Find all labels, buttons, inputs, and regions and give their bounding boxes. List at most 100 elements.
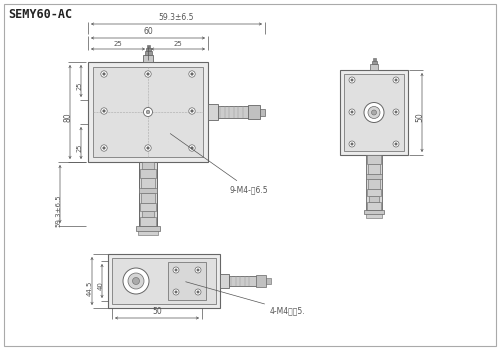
Circle shape <box>102 110 106 112</box>
Circle shape <box>364 103 384 122</box>
Bar <box>366 155 382 210</box>
Bar <box>168 262 206 300</box>
Bar <box>368 179 380 189</box>
Text: 50: 50 <box>416 112 424 122</box>
Bar <box>368 164 380 174</box>
Bar <box>220 274 229 288</box>
Circle shape <box>145 71 151 77</box>
Bar <box>367 189 381 196</box>
Bar <box>372 61 376 64</box>
Bar <box>146 48 150 51</box>
Bar <box>140 169 156 178</box>
Circle shape <box>351 79 353 81</box>
Circle shape <box>372 110 376 115</box>
Bar <box>108 254 220 308</box>
Circle shape <box>349 77 355 83</box>
Bar <box>140 203 156 211</box>
Circle shape <box>175 291 177 293</box>
Circle shape <box>102 147 106 149</box>
Bar <box>146 44 150 48</box>
Bar <box>112 258 216 304</box>
Circle shape <box>395 111 397 113</box>
Bar <box>93 67 203 157</box>
Text: 60: 60 <box>143 27 153 36</box>
Bar <box>141 178 155 188</box>
Circle shape <box>351 143 353 145</box>
Circle shape <box>123 268 149 294</box>
Circle shape <box>190 147 194 149</box>
Circle shape <box>173 289 179 295</box>
Circle shape <box>144 107 152 117</box>
Bar <box>260 108 265 116</box>
Bar <box>218 106 250 118</box>
Circle shape <box>102 73 106 75</box>
Circle shape <box>190 73 194 75</box>
Text: 80: 80 <box>64 112 72 122</box>
Circle shape <box>175 269 177 271</box>
Circle shape <box>101 145 107 151</box>
Circle shape <box>189 108 195 114</box>
Circle shape <box>197 269 199 271</box>
Circle shape <box>349 109 355 115</box>
Bar <box>340 70 408 155</box>
Bar <box>366 174 382 179</box>
Bar <box>138 231 158 235</box>
Circle shape <box>393 141 399 147</box>
Circle shape <box>101 108 107 114</box>
Text: 40: 40 <box>98 281 103 290</box>
Circle shape <box>173 267 179 273</box>
Circle shape <box>195 289 201 295</box>
Circle shape <box>146 147 150 149</box>
Text: 59.3±6.5: 59.3±6.5 <box>55 194 61 227</box>
Bar <box>143 55 153 62</box>
Circle shape <box>146 73 150 75</box>
Bar <box>366 214 382 218</box>
Circle shape <box>189 145 195 151</box>
Bar <box>229 276 257 286</box>
Bar <box>142 211 154 217</box>
Circle shape <box>393 109 399 115</box>
Bar <box>208 104 218 120</box>
Text: 44.5: 44.5 <box>87 281 93 296</box>
Bar <box>256 275 266 287</box>
Circle shape <box>128 273 144 289</box>
Text: 50: 50 <box>152 307 162 316</box>
Bar <box>364 210 384 214</box>
Text: 4-M4深回5.: 4-M4深回5. <box>186 282 306 315</box>
Text: 25: 25 <box>76 143 82 152</box>
Circle shape <box>368 106 380 119</box>
Circle shape <box>146 110 150 112</box>
Circle shape <box>146 110 150 114</box>
Circle shape <box>101 71 107 77</box>
Bar <box>344 74 404 151</box>
Circle shape <box>395 79 397 81</box>
Bar <box>144 51 152 55</box>
Bar <box>136 226 160 231</box>
Circle shape <box>195 267 201 273</box>
Text: 25: 25 <box>76 81 82 90</box>
Bar <box>369 196 379 202</box>
Circle shape <box>145 108 151 114</box>
Bar <box>140 217 156 226</box>
Circle shape <box>351 111 353 113</box>
Bar <box>142 162 154 169</box>
Bar <box>88 62 208 162</box>
Bar <box>139 162 157 226</box>
Circle shape <box>145 145 151 151</box>
Text: 25: 25 <box>174 41 182 47</box>
Bar <box>266 278 271 284</box>
Text: SEMY60-AC: SEMY60-AC <box>8 8 72 21</box>
Text: 59.3±6.5: 59.3±6.5 <box>159 13 194 22</box>
Circle shape <box>395 143 397 145</box>
Circle shape <box>197 291 199 293</box>
Bar <box>367 155 381 164</box>
Text: 25: 25 <box>114 41 122 47</box>
Circle shape <box>393 77 399 83</box>
Bar <box>139 188 157 193</box>
Circle shape <box>132 278 140 285</box>
Bar <box>372 57 376 61</box>
Circle shape <box>189 71 195 77</box>
Bar <box>248 105 260 119</box>
Bar <box>370 64 378 70</box>
Bar <box>367 202 381 210</box>
